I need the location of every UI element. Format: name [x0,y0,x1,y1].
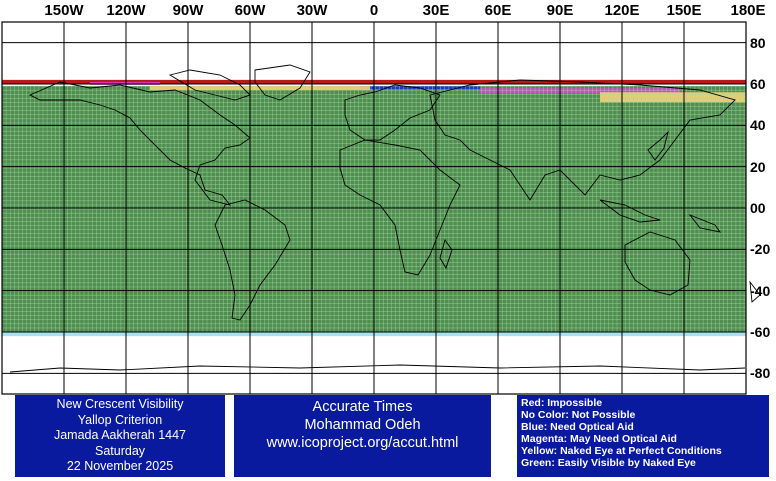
latitude-label: -60 [750,324,771,340]
latitude-label: -80 [750,365,771,382]
legend-red: Red: Impossible [521,397,603,409]
longitude-label: 90W [172,2,204,19]
longitude-label: 30E [422,2,450,19]
latitude-label: 40 [750,117,766,134]
legend-yellow: Yellow: Naked Eye at Perfect Conditions [521,445,722,457]
lat-lon-grid [2,22,746,394]
latitude-label: 20 [750,158,766,175]
longitude-label: 120W [106,2,146,19]
latitude-label: -40 [750,282,771,299]
latitude-label: -20 [750,241,771,258]
latitude-label: 00 [750,200,766,216]
map-frame [1,21,747,395]
longitude-label: 150E [666,2,702,19]
info-panel-credits: Accurate Times Mohammad Odeh www.icoproj… [234,395,491,477]
latitude-label: 60 [750,76,766,92]
latitude-label: 80 [750,34,766,51]
longitude-label: 30W [296,2,328,19]
panel-date-line: 22 November 2025 [66,459,174,473]
coastlines [9,64,761,373]
longitude-label: 90E [546,2,574,19]
panel-month-line: Jamada Aakherah 1447 [53,428,187,442]
legend-no-color: No Color: Not Possible [521,409,636,421]
panel-weekday-line: Saturday [94,443,146,458]
visibility-map [1,21,761,395]
panel-title-line: New Crescent Visibility [56,397,184,411]
yellow-visibility-strip [600,92,746,103]
legend-panel: Red: Impossible No Color: Not Possible B… [517,395,769,477]
panel-criterion-line: Yallop Criterion [77,412,163,427]
longitude-label: 60E [484,2,512,19]
legend-magenta: Magenta: May Need Optical Aid [521,433,677,445]
longitude-label: 180E [730,2,766,19]
credits-line-1: Accurate Times [312,399,413,415]
credits-line-2: Mohammad Odeh [304,417,421,433]
credits-url[interactable]: www.icoproject.org/accut.html [266,435,459,451]
magenta-visibility-strip-west [90,81,160,85]
longitude-label: 60W [234,2,266,19]
legend-blue: Blue: Need Optical Aid [521,421,634,433]
longitude-label: 150W [44,2,84,19]
info-panel-title: New Crescent Visibility Yallop Criterion… [15,395,225,477]
longitude-label: 120E [604,2,640,19]
longitude-label: 0 [369,2,379,19]
legend-green: Green: Easily Visible by Naked Eye [521,457,696,469]
